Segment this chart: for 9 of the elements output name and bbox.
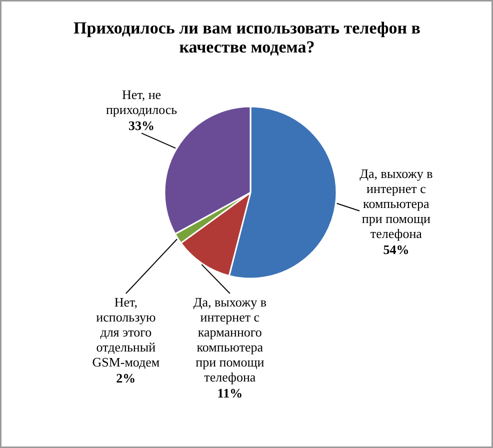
slice-label: Да, выхожу в интернет с компьютера при помощи телефона bbox=[360, 166, 433, 241]
slice-label: Нет, не приходилось bbox=[106, 87, 178, 118]
data-label: 11% bbox=[217, 386, 243, 400]
data-label: 33% bbox=[128, 118, 155, 134]
chart-title: Приходилось ли вам использовать телефон в качестве модема? bbox=[74, 18, 420, 56]
slice-label: Да, выхожу в интернет с карманного компьютера при помощи телефона bbox=[193, 294, 266, 384]
data-label: 54% bbox=[383, 242, 410, 257]
data-label: 2% bbox=[116, 370, 136, 386]
slice-label: Нет, использую для этого отдельный GSM-модем bbox=[92, 294, 160, 370]
